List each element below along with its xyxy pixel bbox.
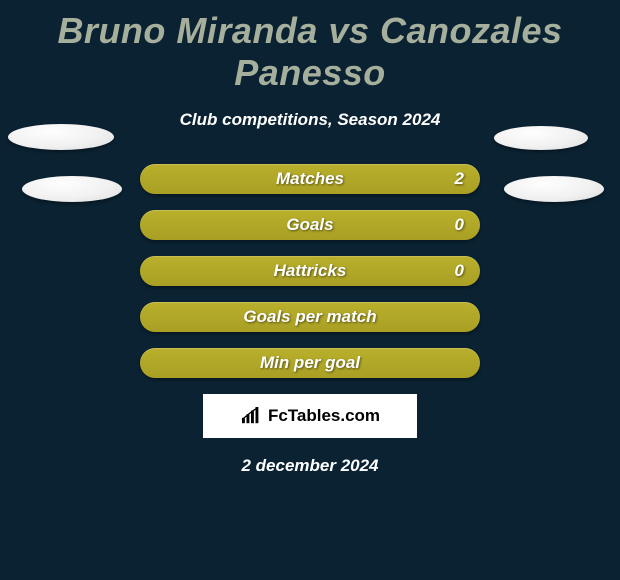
stat-label: Goals per match bbox=[140, 302, 480, 332]
stat-row: Goals0 bbox=[0, 210, 620, 240]
stat-row: Goals per match bbox=[0, 302, 620, 332]
player-ellipse bbox=[22, 176, 122, 202]
stat-label: Hattricks bbox=[140, 256, 480, 286]
player-ellipse bbox=[494, 126, 588, 150]
stat-bar: Goals per match bbox=[140, 302, 480, 332]
stat-value: 0 bbox=[455, 256, 464, 286]
stat-bar: Min per goal bbox=[140, 348, 480, 378]
player-ellipse bbox=[504, 176, 604, 202]
stat-label: Matches bbox=[140, 164, 480, 194]
stat-row: Hattricks0 bbox=[0, 256, 620, 286]
stat-label: Min per goal bbox=[140, 348, 480, 378]
page-title: Bruno Miranda vs Canozales Panesso bbox=[0, 0, 620, 94]
chart-icon bbox=[240, 407, 262, 425]
stat-value: 0 bbox=[455, 210, 464, 240]
stat-bar: Goals0 bbox=[140, 210, 480, 240]
date-text: 2 december 2024 bbox=[0, 456, 620, 476]
stat-label: Goals bbox=[140, 210, 480, 240]
player-ellipse bbox=[8, 124, 114, 150]
stat-value: 2 bbox=[455, 164, 464, 194]
stat-row: Min per goal bbox=[0, 348, 620, 378]
brand-text: FcTables.com bbox=[268, 406, 380, 426]
stat-bar: Hattricks0 bbox=[140, 256, 480, 286]
stat-bar: Matches2 bbox=[140, 164, 480, 194]
brand-badge: FcTables.com bbox=[203, 394, 417, 438]
